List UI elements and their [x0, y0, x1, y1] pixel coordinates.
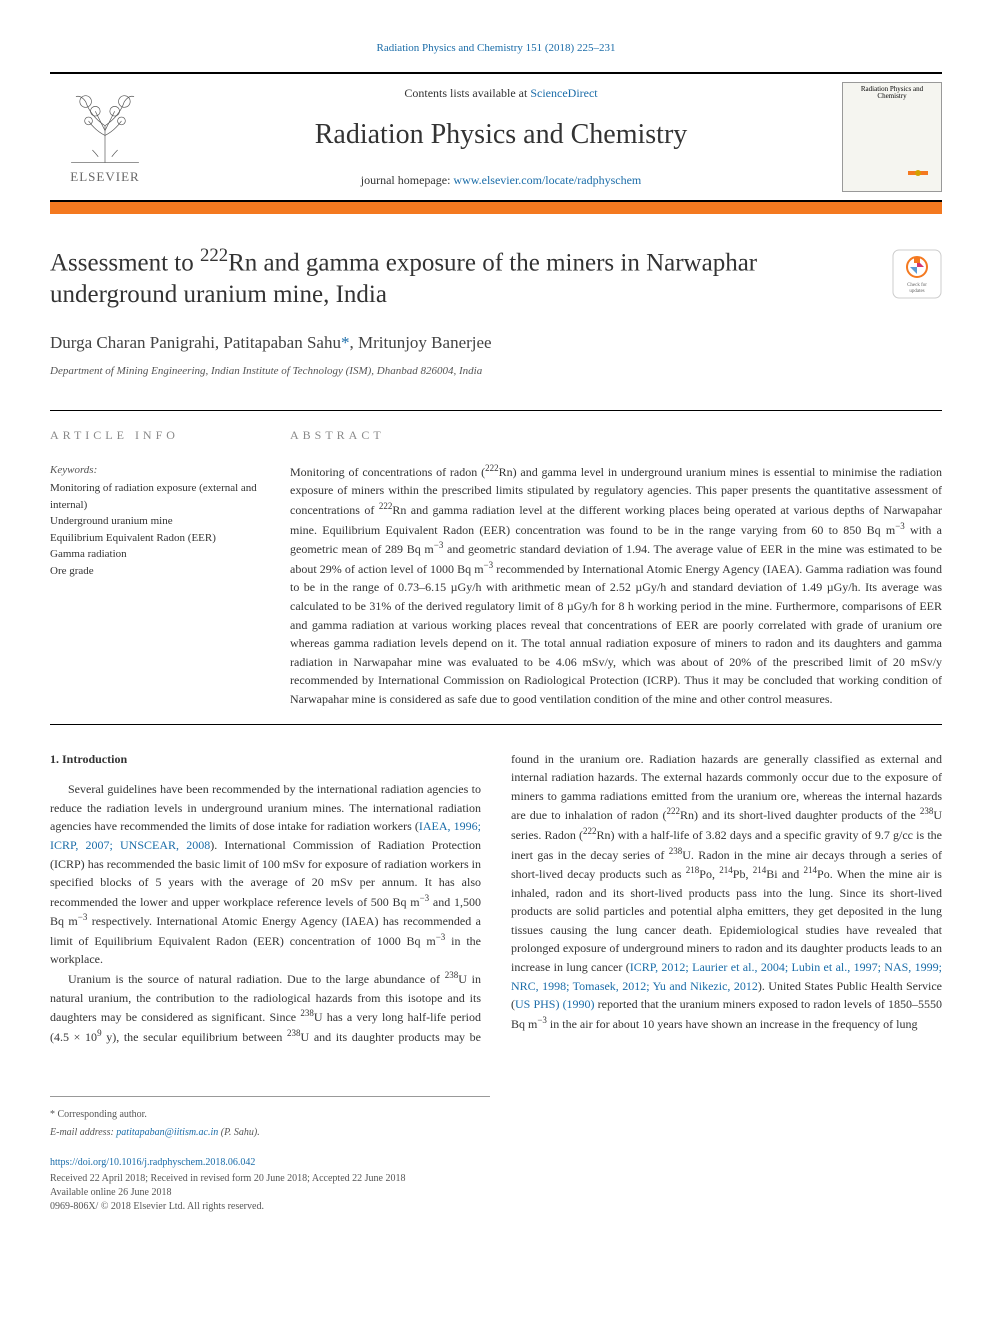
elsevier-wordmark: ELSEVIER [70, 167, 139, 187]
cover-graphic-icon [903, 163, 933, 183]
journal-name: Radiation Physics and Chemistry [160, 114, 842, 156]
keyword-item: Gamma radiation [50, 546, 265, 563]
keyword-item: Equilibrium Equivalent Radon (EER) [50, 530, 265, 547]
introduction-section: 1. Introduction Several guidelines have … [50, 750, 942, 1047]
email-link[interactable]: patitapaban@iitism.ac.in [116, 1127, 218, 1138]
keyword-item: Ore grade [50, 563, 265, 580]
homepage-link[interactable]: www.elsevier.com/locate/radphyschem [453, 173, 641, 187]
journal-header: ELSEVIER Contents lists available at Sci… [50, 72, 942, 202]
email-post: (P. Sahu). [218, 1127, 259, 1138]
keyword-item: Underground uranium mine [50, 513, 265, 530]
elsevier-tree-icon [60, 87, 150, 165]
homepage-pre: journal homepage: [361, 173, 454, 187]
authors: Durga Charan Panigrahi, Patitapaban Sahu… [50, 330, 942, 356]
intro-heading: 1. Introduction [50, 750, 481, 769]
header-center: Contents lists available at ScienceDirec… [160, 74, 842, 199]
abstract-text: Monitoring of concentrations of radon (2… [290, 462, 942, 709]
journal-cover-thumbnail: Radiation Physics and Chemistry [842, 82, 942, 192]
keywords-label: Keywords: [50, 462, 265, 479]
cover-title: Radiation Physics and Chemistry [843, 83, 941, 104]
article-info-column: ARTICLE INFO Keywords: Monitoring of rad… [50, 426, 290, 709]
article-title: Assessment to 222Rn and gamma exposure o… [50, 244, 872, 312]
journal-homepage: journal homepage: www.elsevier.com/locat… [160, 171, 842, 189]
footer: * Corresponding author. E-mail address: … [50, 1096, 490, 1254]
elsevier-logo: ELSEVIER [50, 82, 160, 192]
sciencedirect-link[interactable]: ScienceDirect [530, 86, 597, 100]
issn-copyright: 0969-806X/ © 2018 Elsevier Ltd. All righ… [50, 1200, 490, 1214]
corresponding-author: * Corresponding author. [50, 1107, 490, 1122]
abstract-column: ABSTRACT Monitoring of concentrations of… [290, 426, 942, 709]
available-online: Available online 26 June 2018 [50, 1186, 490, 1200]
abstract-heading: ABSTRACT [290, 426, 942, 444]
intro-paragraph: Several guidelines have been recommended… [50, 780, 481, 969]
check-updates-badge[interactable]: Check for updates [892, 249, 942, 299]
dates: Received 22 April 2018; Received in revi… [50, 1172, 490, 1186]
article-info-heading: ARTICLE INFO [50, 426, 265, 444]
doi-link[interactable]: https://doi.org/10.1016/j.radphyschem.20… [50, 1157, 255, 1168]
doi: https://doi.org/10.1016/j.radphyschem.20… [50, 1155, 490, 1170]
keywords-list: Monitoring of radiation exposure (extern… [50, 480, 265, 579]
email-line: E-mail address: patitapaban@iitism.ac.in… [50, 1125, 490, 1140]
keyword-item: Monitoring of radiation exposure (extern… [50, 480, 265, 513]
svg-text:updates: updates [909, 289, 924, 294]
affiliation: Department of Mining Engineering, Indian… [50, 363, 942, 380]
title-row: Assessment to 222Rn and gamma exposure o… [50, 244, 942, 330]
svg-text:Check for: Check for [907, 283, 927, 288]
email-label: E-mail address: [50, 1127, 116, 1138]
contents-available: Contents lists available at ScienceDirec… [160, 84, 842, 102]
orange-divider-bar [50, 202, 942, 214]
info-abstract-row: ARTICLE INFO Keywords: Monitoring of rad… [50, 410, 942, 725]
contents-pre: Contents lists available at [404, 86, 530, 100]
top-citation: Radiation Physics and Chemistry 151 (201… [0, 0, 992, 72]
